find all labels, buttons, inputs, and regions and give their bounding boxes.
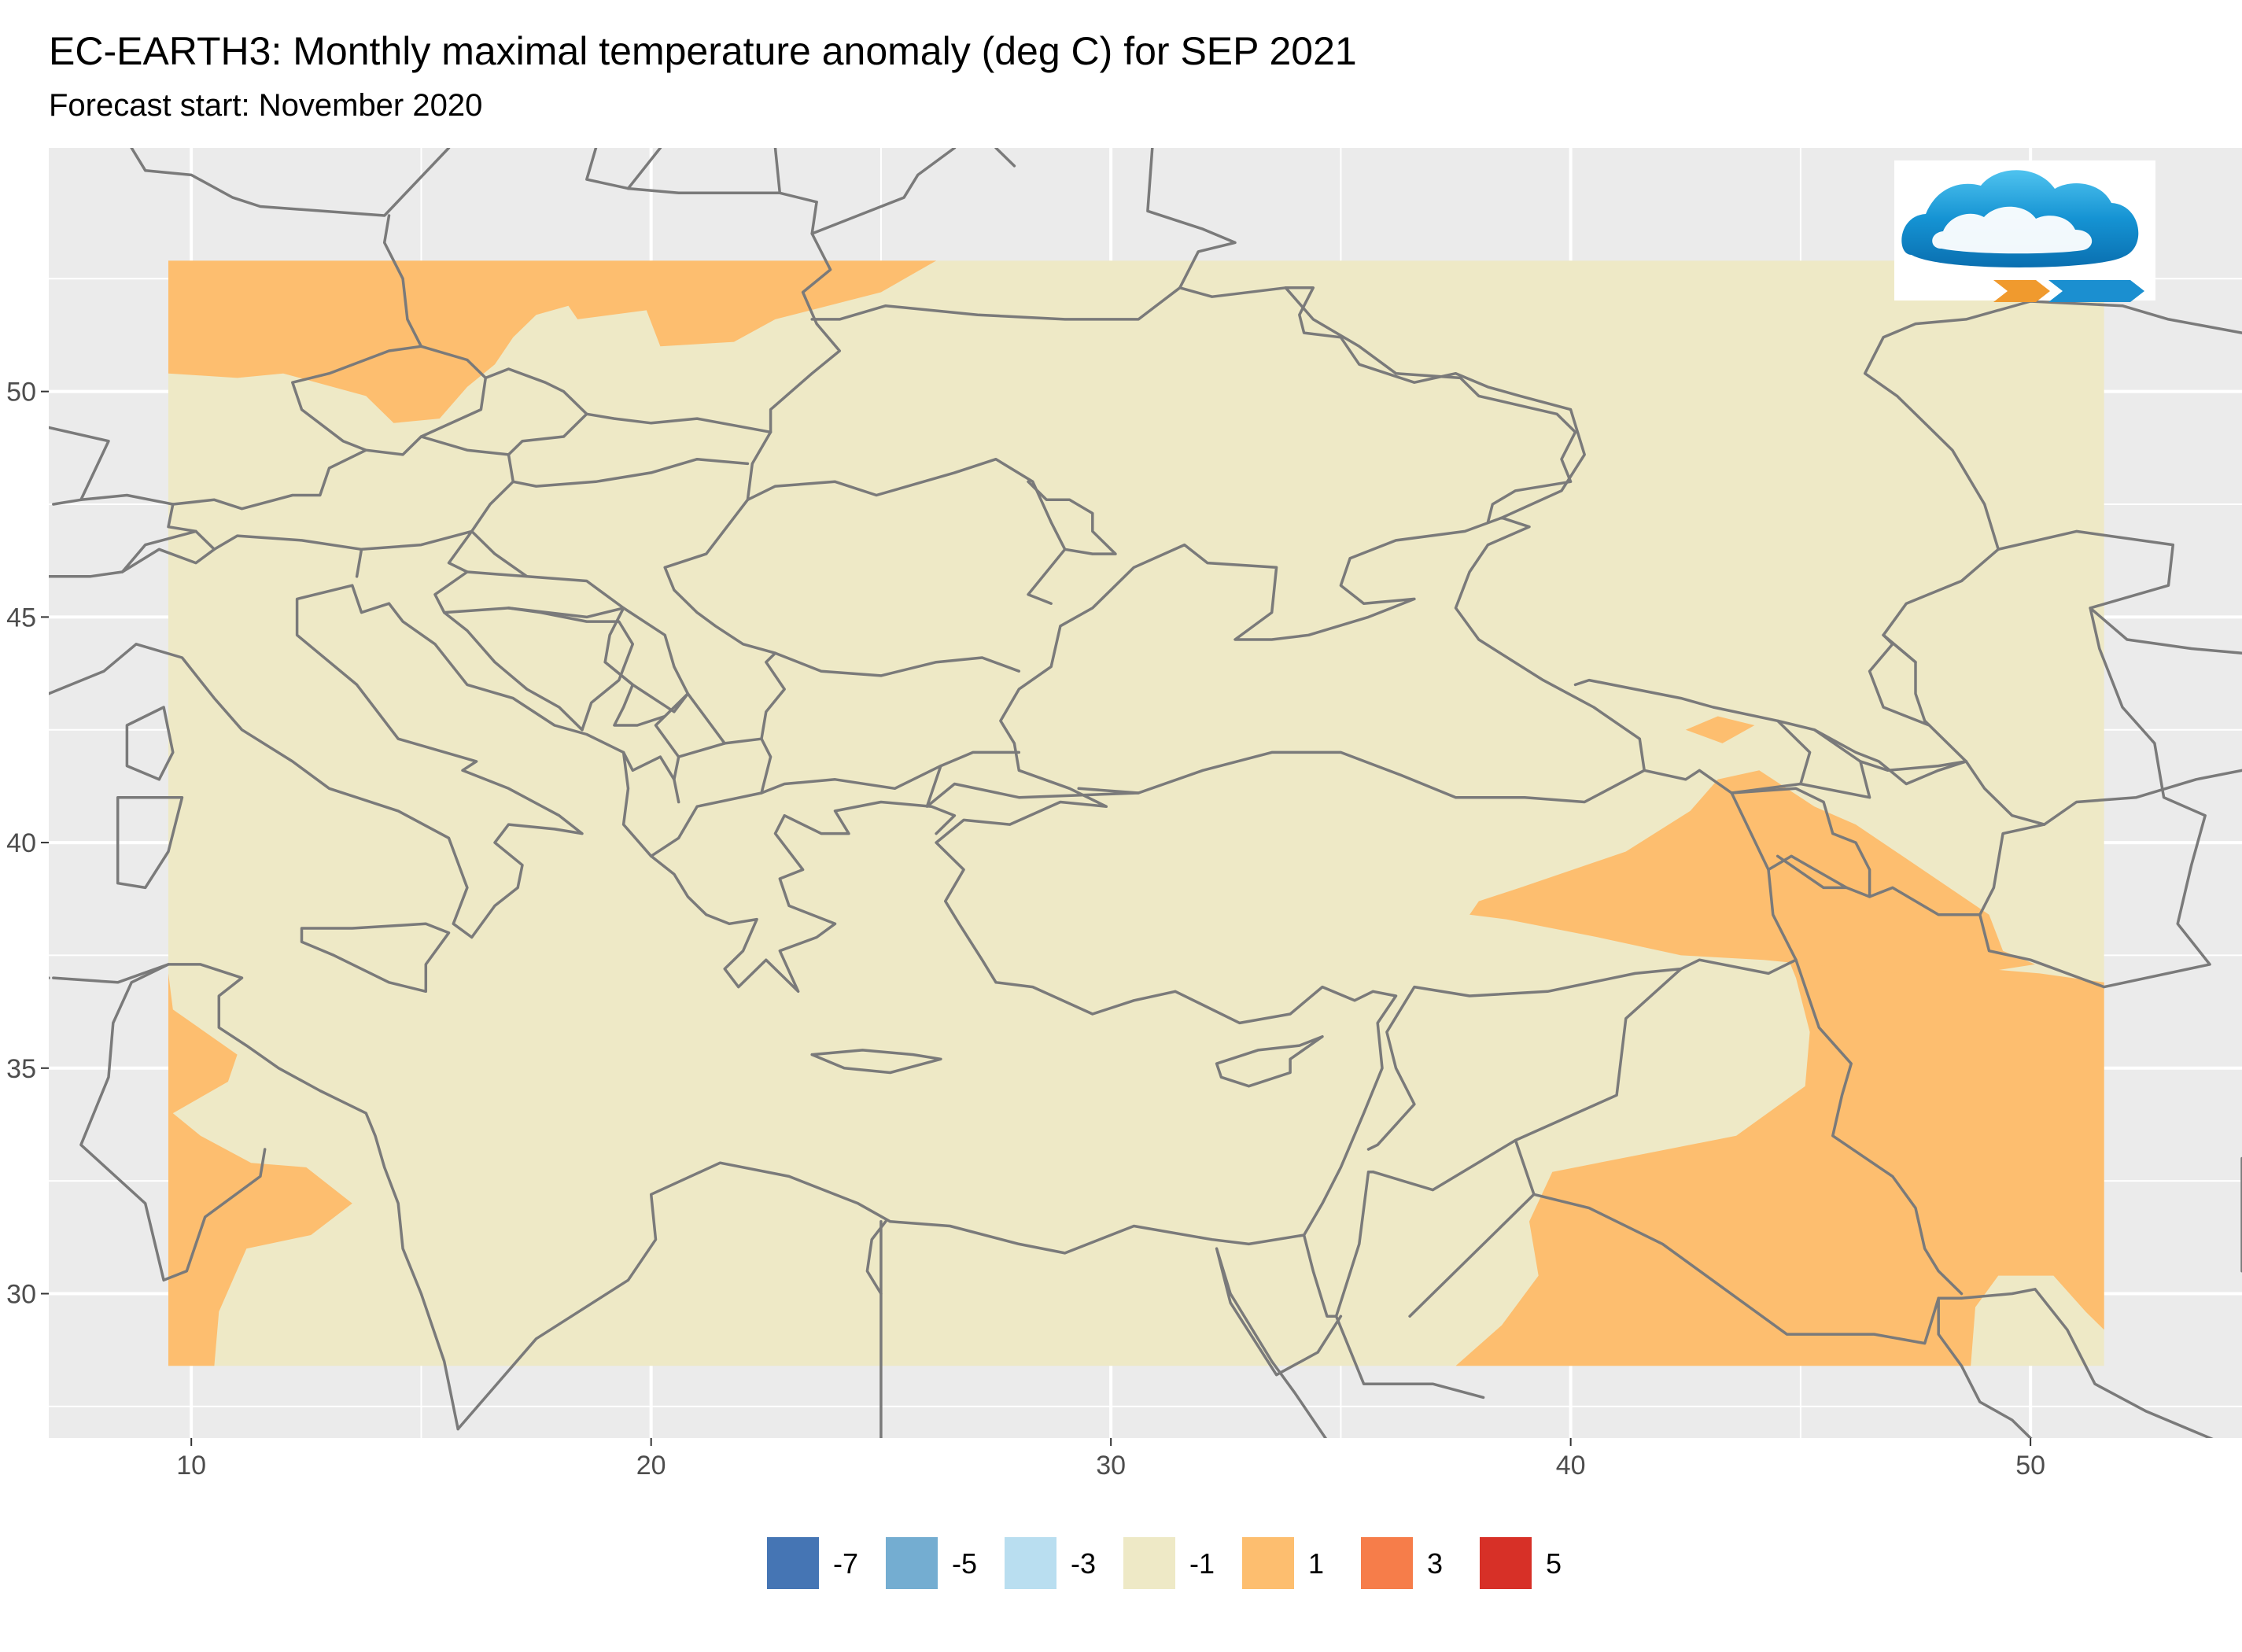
country-border [1812,728,1968,786]
chart-title: EC-EARTH3: Monthly maximal temperature a… [49,29,1357,73]
country-border [865,1220,887,1296]
x-tick-label: 10 [176,1451,206,1481]
coastline [456,516,1646,1431]
country-border [1776,854,1849,890]
legend-swatch [767,1537,819,1589]
legend-swatch [1480,1537,1532,1589]
y-tick-label: 50 [6,378,36,407]
coastline [49,584,957,994]
legend-swatch [1361,1537,1413,1589]
country-border [382,214,423,348]
coastline [125,706,175,781]
legend-label: -1 [1189,1547,1215,1580]
warm-anomaly-region [1455,955,2104,1366]
country-border [663,457,1067,655]
coastline [1215,1247,1343,1438]
country-border [1027,480,1117,555]
country-border [1882,633,1917,664]
legend-label: 1 [1308,1547,1324,1580]
coastline [116,795,184,890]
legend-swatch [1005,1537,1056,1589]
legend-label: 5 [1546,1547,1562,1580]
country-border [1146,148,1237,289]
country-border [167,503,216,551]
legend-swatch [1123,1537,1175,1589]
country-border [621,750,676,781]
warm-anomaly-region [1685,716,1755,743]
country-border [1514,967,1683,1142]
warm-anomaly-region [1469,770,2035,979]
legend-label: 3 [1427,1547,1443,1580]
x-tick-label: 50 [2015,1451,2045,1481]
country-border [79,963,267,1282]
legend-swatch [1242,1537,1294,1589]
country-border [171,435,511,511]
chart-subtitle: Forecast start: November 2020 [49,88,483,123]
country-border [120,529,197,573]
x-tick-label: 40 [1556,1451,1586,1481]
legend-label: -5 [952,1547,977,1580]
country-border [1532,1193,1940,1345]
country-border [291,345,488,452]
country-border [470,480,690,714]
country-border [49,426,110,502]
country-border [49,534,363,578]
country-border [1794,958,1964,1296]
country-border [603,660,666,727]
country-border [760,651,1021,740]
cloud-logo [1894,160,2155,302]
coastline [52,963,459,1431]
coastline [300,922,451,994]
country-border [52,493,175,506]
country-border [810,286,1288,321]
country-border [746,201,842,502]
y-tick-label: 45 [6,603,36,632]
country-border [1334,1315,1485,1399]
coastline [994,148,1016,168]
legend-label: -7 [833,1547,858,1580]
coastlines [49,148,2242,1438]
country-border [649,764,942,858]
x-tick-label: 20 [636,1451,666,1481]
anomaly-field [168,260,2104,1366]
y-tick-label: 40 [6,828,36,858]
y-tick-label: 30 [6,1280,36,1310]
warm-anomaly-region [168,260,937,423]
y-tick-label: 35 [6,1054,36,1084]
country-border [1284,286,1586,519]
coastline [130,148,451,217]
x-tick-label: 30 [1096,1451,1126,1481]
country-border [1863,300,2242,551]
coastline [1882,529,2211,989]
axes: 10 20 30 40 50 30 35 40 45 50 [6,378,2045,1481]
legend: -7 -5 -3 -1 1 3 5 [767,1537,1562,1589]
legend-swatch [886,1537,938,1589]
country-border [1643,769,1733,795]
coastline [585,148,662,190]
country-border [626,186,782,195]
country-border [419,367,588,438]
country-border [1859,760,1968,773]
country-border [433,570,625,619]
country-border [810,148,957,235]
country-border [2042,769,2242,826]
country-border [1776,719,1812,786]
country-border [1730,787,1871,898]
country-border [925,750,1140,808]
country-border [2089,607,2242,655]
country-border [442,610,584,732]
coastline [1937,1288,2214,1438]
country-border [507,607,635,732]
legend-label: -3 [1071,1547,1096,1580]
country-border [654,692,726,758]
country-border [1284,286,1577,524]
country-border [507,412,773,488]
coastline [1215,1034,1324,1088]
cloud-icon [1901,170,2144,302]
coastline [810,1049,942,1075]
